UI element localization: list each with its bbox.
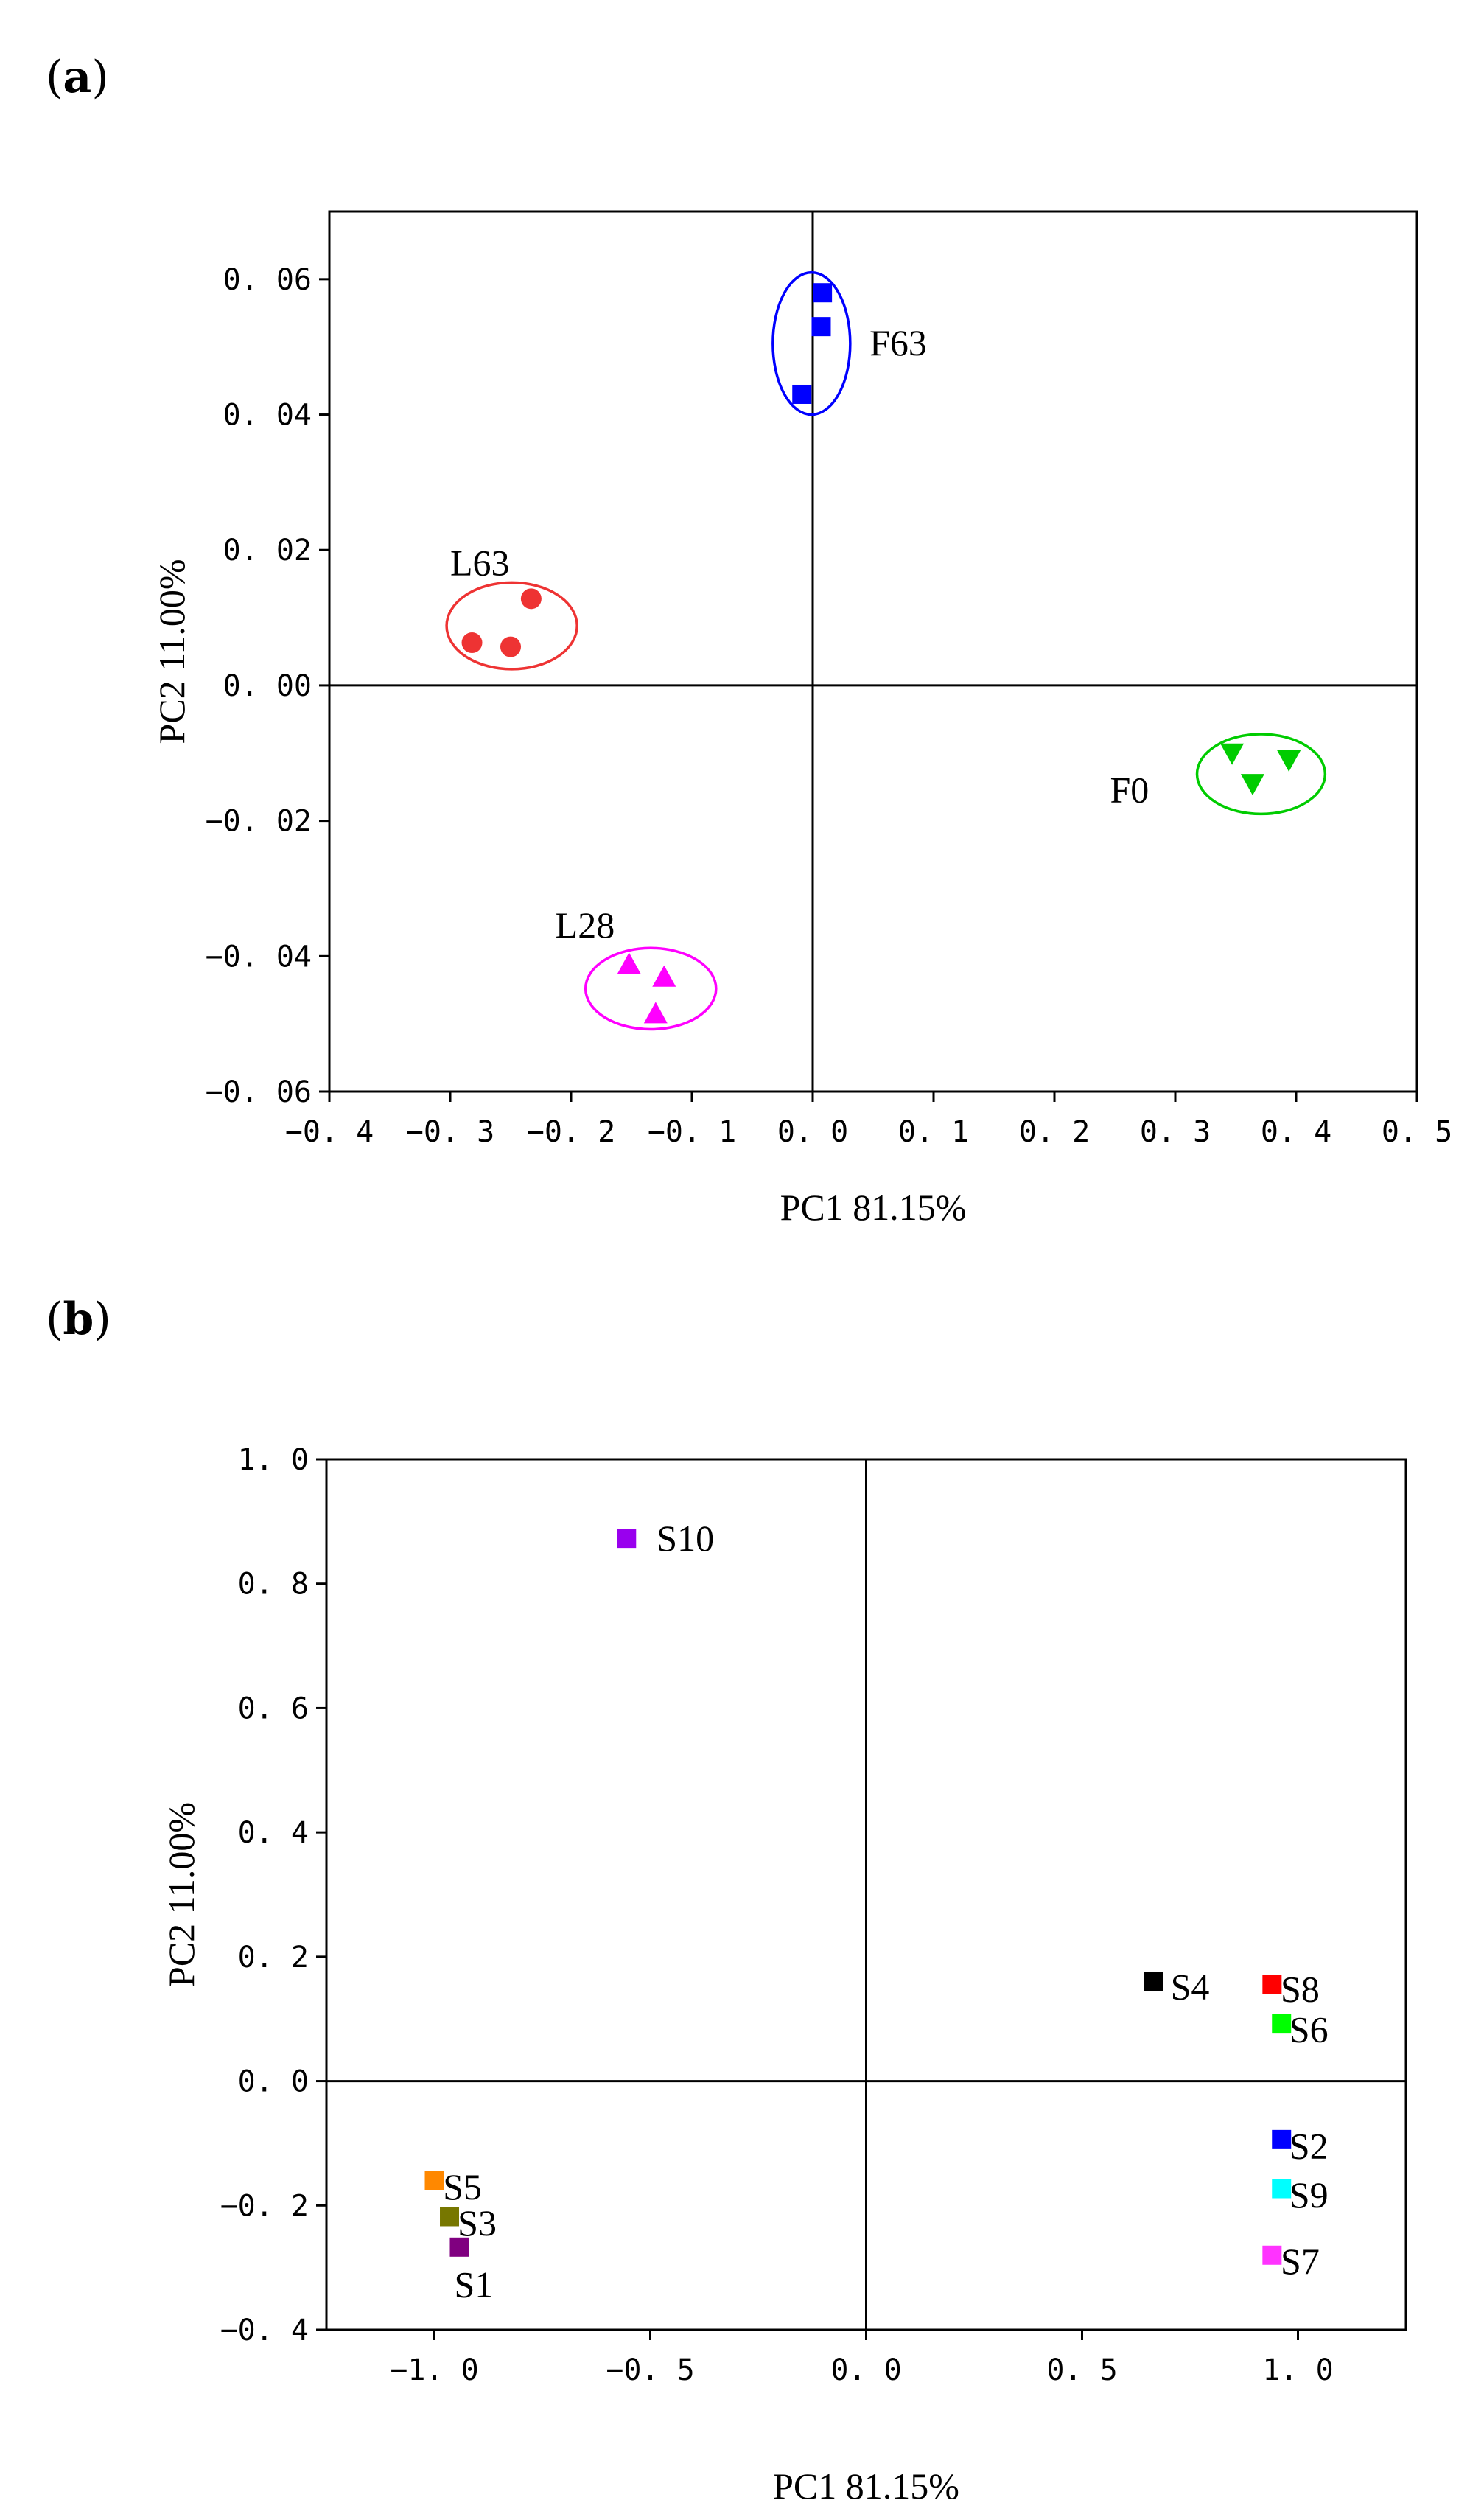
point-label-s2: S2 xyxy=(1289,2125,1329,2166)
group-label-l28: L28 xyxy=(556,904,615,946)
point-f0 xyxy=(1240,774,1264,796)
x-tick-label: 1. 0 xyxy=(1262,2353,1333,2387)
pca-chart-b: (b) −1. 0 −0. 5 0. 0 0. 5 1. 0 −0. 4 −0. 2 0. 0… xyxy=(46,1294,1407,2507)
x-tick-label: 0. 5 xyxy=(1382,1115,1452,1149)
point-label-s5: S5 xyxy=(443,2166,482,2207)
point-label-s6: S6 xyxy=(1289,2009,1329,2050)
point-label-s8: S8 xyxy=(1281,1969,1320,2010)
point-l28 xyxy=(617,952,641,974)
x-tick-label: −1. 0 xyxy=(390,2353,478,2387)
y-axis-title: PC2 11.00% xyxy=(161,1802,202,1987)
point-l63 xyxy=(500,636,521,657)
point-label-s9: S9 xyxy=(1289,2174,1329,2216)
point-s1 xyxy=(449,2237,469,2257)
x-tick-label: 0. 3 xyxy=(1140,1115,1211,1149)
point-s6 xyxy=(1272,2014,1292,2034)
x-tick-label: 0. 4 xyxy=(1261,1115,1331,1149)
y-tick-label: 0. 02 xyxy=(223,534,312,568)
point-s10 xyxy=(617,1529,637,1549)
point-l63 xyxy=(461,632,483,654)
point-s2 xyxy=(1272,2129,1292,2149)
point-f63 xyxy=(811,317,831,337)
point-s7 xyxy=(1262,2245,1282,2265)
x-tick-label: −0. 1 xyxy=(648,1115,736,1149)
group-label-f0: F0 xyxy=(1110,769,1149,810)
panel-b: (b) −1. 0 −0. 5 0. 0 0. 5 1. 0 −0. 4 −0. 2 0. 0… xyxy=(0,1253,1484,2517)
group-label-l63: L63 xyxy=(450,542,510,584)
point-f0 xyxy=(1220,743,1245,765)
cluster-ellipse-f63 xyxy=(771,270,852,416)
point-s4 xyxy=(1144,1972,1163,1991)
panel-label-a: (a) xyxy=(46,52,109,103)
y-tick-label: 0. 2 xyxy=(238,1941,309,1975)
x-tick-label: 0. 5 xyxy=(1046,2353,1117,2387)
x-tick-label: −0. 2 xyxy=(527,1115,615,1149)
y-tick-label: 1. 0 xyxy=(238,1443,309,1477)
y-tick-label: −0. 02 xyxy=(206,805,312,839)
point-l28 xyxy=(652,965,676,987)
point-label-s10: S10 xyxy=(657,1518,714,1559)
y-tick-label: 0. 06 xyxy=(223,263,312,297)
x-tick-label: 0. 0 xyxy=(777,1115,848,1149)
point-l63 xyxy=(520,588,542,610)
point-f0 xyxy=(1277,750,1301,772)
point-s5 xyxy=(424,2171,444,2190)
x-tick-label: −0. 3 xyxy=(406,1115,494,1149)
x-tick-label: −0. 4 xyxy=(285,1115,374,1149)
cluster-ellipse-l28 xyxy=(584,946,718,1031)
y-tick-label: 0. 00 xyxy=(223,669,312,703)
cluster-ellipse-f0 xyxy=(1195,733,1327,816)
x-axis-title: PC1 81.15% xyxy=(773,2465,959,2507)
y-tick-label: −0. 04 xyxy=(206,940,312,974)
point-label-s1: S1 xyxy=(454,2263,493,2305)
point-label-s3: S3 xyxy=(458,2202,497,2244)
y-tick-label: −0. 06 xyxy=(206,1075,312,1109)
point-s9 xyxy=(1272,2179,1292,2199)
panel-a: (a) −0. 4 −0. 3 −0. 2 −0. 1 0. 0 0. 1 0. 2 0. 3… xyxy=(0,0,1484,1253)
point-l28 xyxy=(643,1002,668,1024)
panel-label-b: (b) xyxy=(46,1294,111,1345)
x-tick-label: 0. 2 xyxy=(1019,1115,1090,1149)
pca-chart-a: (a) −0. 4 −0. 3 −0. 2 −0. 1 0. 0 0. 1 0. 2 0. 3… xyxy=(46,52,1452,1228)
y-tick-label: 0. 6 xyxy=(238,1692,309,1725)
point-label-s7: S7 xyxy=(1281,2241,1320,2282)
x-axis-title: PC1 81.15% xyxy=(780,1187,967,1228)
point-s8 xyxy=(1262,1975,1282,1994)
y-tick-label: 0. 8 xyxy=(238,1568,309,1602)
y-tick-label: −0. 2 xyxy=(220,2189,309,2223)
point-f63 xyxy=(792,384,812,404)
x-tick-label: 0. 0 xyxy=(830,2353,901,2387)
y-tick-label: −0. 4 xyxy=(220,2314,309,2347)
point-s3 xyxy=(440,2207,460,2227)
y-tick-label: 0. 04 xyxy=(223,399,312,433)
group-label-f63: F63 xyxy=(869,322,927,363)
y-tick-label: 0. 4 xyxy=(238,1816,309,1850)
x-tick-label: −0. 5 xyxy=(606,2353,694,2387)
plot-frame xyxy=(328,210,1418,1093)
y-axis-title: PC2 11.00% xyxy=(151,559,192,744)
x-tick-label: 0. 1 xyxy=(898,1115,969,1149)
point-label-s4: S4 xyxy=(1171,1966,1210,2007)
point-f63 xyxy=(813,283,833,303)
y-tick-label: 0. 0 xyxy=(238,2065,309,2099)
cluster-ellipse-l63 xyxy=(445,581,578,671)
